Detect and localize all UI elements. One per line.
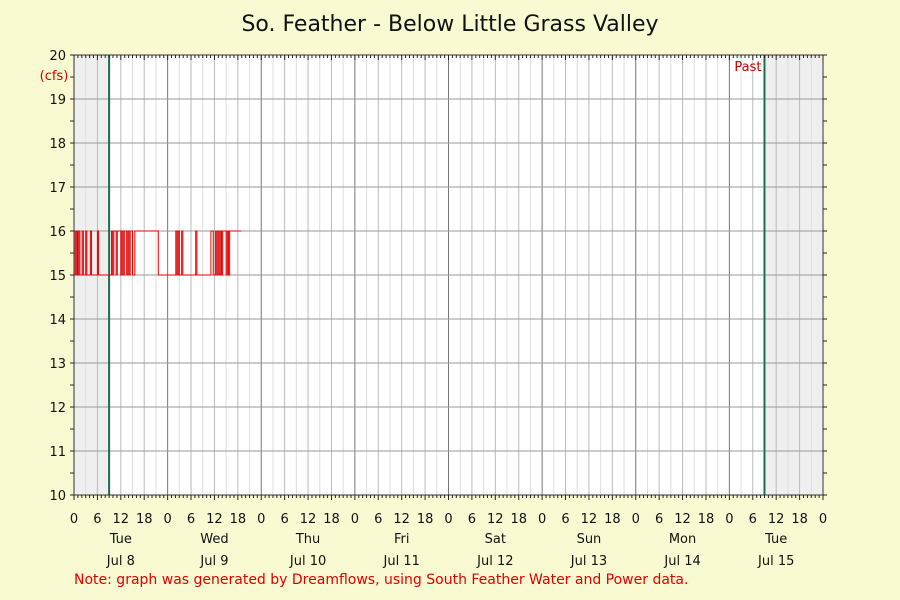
x-date-label: Jul 14 [663,554,700,569]
x-hour-label: 12 [487,512,504,527]
x-date-label: Jul 11 [383,554,420,569]
x-hour-label: 6 [561,512,569,527]
x-day-label: Wed [200,532,228,547]
x-hour-label: 12 [768,512,785,527]
x-date-label: Jul 8 [106,554,135,569]
x-date-label: Jul 9 [199,554,228,569]
y-tick-label: 20 [49,49,66,64]
x-hour-label: 6 [93,512,101,527]
x-hour-label: 0 [725,512,733,527]
x-hour-label: 12 [113,512,130,527]
x-hour-label: 0 [163,512,171,527]
y-tick-label: 16 [49,225,66,240]
x-hour-label: 18 [604,512,621,527]
x-hour-label: 6 [374,512,382,527]
x-day-label: Fri [394,532,410,547]
x-hour-label: 18 [698,512,715,527]
x-day-label: Tue [764,532,787,547]
x-hour-label: 0 [444,512,452,527]
x-hour-label: 0 [538,512,546,527]
x-date-label: Jul 12 [476,554,513,569]
x-day-label: Tue [109,532,132,547]
x-hour-label: 18 [136,512,153,527]
x-hour-label: 0 [819,512,827,527]
x-hour-label: 12 [581,512,598,527]
x-day-label: Sun [577,532,602,547]
x-hour-label: 6 [468,512,476,527]
x-hour-label: 18 [791,512,808,527]
x-hour-label: 12 [206,512,223,527]
x-hour-label: 6 [187,512,195,527]
x-date-label: Jul 13 [570,554,607,569]
x-hour-label: 0 [70,512,78,527]
y-tick-label: 14 [49,313,66,328]
y-axis-label: (cfs) [40,69,69,84]
x-hour-label: 0 [257,512,265,527]
y-tick-label: 10 [49,489,66,504]
x-day-label: Mon [669,532,696,547]
y-tick-label: 13 [49,357,66,372]
x-hour-label: 6 [281,512,289,527]
x-day-label: Thu [295,532,320,547]
x-hour-label: 0 [632,512,640,527]
y-tick-label: 11 [49,445,66,460]
x-day-label: Sat [485,532,506,547]
x-hour-label: 12 [393,512,410,527]
past-label: Past [734,60,761,75]
y-tick-label: 19 [49,93,66,108]
y-tick-label: 15 [49,269,66,284]
source-note: Note: graph was generated by Dreamflows,… [74,572,689,588]
y-tick-label: 17 [49,181,66,196]
x-hour-label: 0 [351,512,359,527]
y-tick-label: 18 [49,137,66,152]
x-hour-label: 6 [749,512,757,527]
x-hour-label: 18 [323,512,340,527]
x-hour-label: 18 [510,512,527,527]
chart-title: So. Feather - Below Little Grass Valley [241,12,659,37]
x-hour-label: 12 [300,512,317,527]
x-hour-label: 18 [417,512,434,527]
x-hour-label: 6 [655,512,663,527]
x-date-label: Jul 10 [289,554,326,569]
x-hour-label: 12 [674,512,691,527]
series-line [74,230,242,276]
x-date-label: Jul 15 [757,554,794,569]
x-hour-label: 18 [230,512,247,527]
y-tick-label: 12 [49,401,66,416]
